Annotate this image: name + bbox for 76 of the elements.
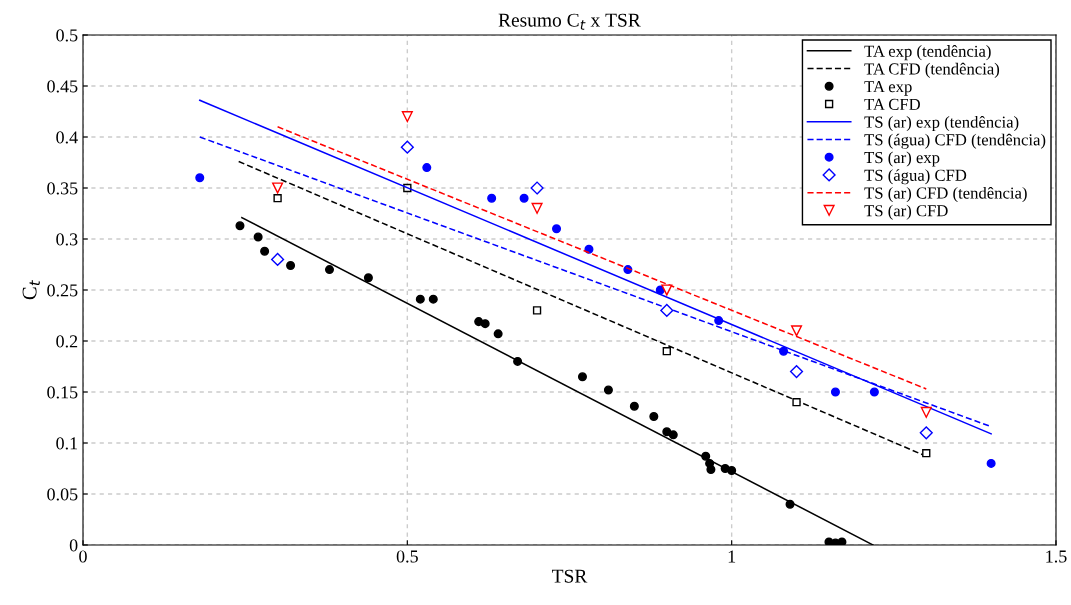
point bbox=[363, 273, 373, 283]
point bbox=[919, 426, 933, 440]
point bbox=[260, 246, 270, 256]
point bbox=[789, 365, 804, 379]
point bbox=[271, 252, 285, 266]
point bbox=[235, 221, 245, 231]
legend-label: TA exp bbox=[864, 81, 912, 96]
point bbox=[532, 306, 542, 315]
point bbox=[830, 387, 840, 397]
legend-label: TA exp (tendência) bbox=[864, 45, 991, 61]
point bbox=[661, 284, 673, 296]
y-tick-label: 0.35 bbox=[47, 182, 78, 195]
y-tick-label: 0.05 bbox=[47, 488, 78, 501]
point bbox=[922, 449, 931, 458]
legend-label: TS (água) CFD bbox=[864, 169, 967, 185]
legend-label: TS (água) CFD (tendência) bbox=[864, 133, 1046, 149]
y-tick-label: 0.5 bbox=[56, 29, 78, 42]
point bbox=[428, 294, 438, 304]
point bbox=[727, 466, 737, 476]
point bbox=[493, 329, 503, 339]
y-tick-label: 0.45 bbox=[47, 80, 78, 93]
y-tick-label: 0 bbox=[69, 539, 78, 552]
y-tick-label: 0.3 bbox=[56, 233, 78, 246]
legend-label: TA CFD (tendência) bbox=[864, 62, 1000, 78]
point bbox=[480, 319, 490, 329]
legend-label: TS (ar) exp bbox=[864, 151, 940, 167]
point bbox=[629, 401, 639, 411]
point bbox=[662, 427, 672, 437]
point bbox=[577, 372, 587, 382]
point bbox=[273, 194, 282, 203]
point bbox=[253, 232, 263, 242]
x-tick-label: 1 bbox=[728, 550, 736, 563]
point bbox=[790, 325, 803, 337]
legend-label: TS (ar) CFD bbox=[864, 204, 948, 220]
point bbox=[415, 294, 425, 304]
point bbox=[649, 411, 659, 421]
y-tick-label: 0.4 bbox=[56, 131, 78, 144]
point bbox=[701, 451, 711, 461]
point bbox=[706, 465, 716, 475]
point bbox=[272, 182, 284, 194]
legend-label: TA CFD bbox=[864, 98, 920, 110]
y-tick-label: 0.25 bbox=[47, 284, 78, 297]
legend-label: TS (ar) CFD (tendência) bbox=[864, 186, 1027, 203]
point bbox=[714, 316, 724, 326]
chart-title: Resumo C$_{t}$ x TSR bbox=[498, 13, 641, 30]
y-axis-title: C$_{t}$ bbox=[22, 279, 40, 300]
point bbox=[487, 193, 497, 203]
point bbox=[660, 303, 674, 317]
point bbox=[513, 356, 523, 366]
y-tick-label: 0.1 bbox=[56, 437, 78, 450]
point bbox=[785, 499, 795, 509]
point bbox=[552, 224, 562, 234]
point bbox=[324, 265, 335, 275]
point bbox=[869, 387, 879, 397]
point bbox=[422, 163, 432, 173]
point bbox=[668, 430, 678, 440]
point bbox=[286, 261, 296, 271]
point bbox=[792, 398, 801, 407]
point bbox=[530, 181, 544, 195]
y-tick-label: 0.15 bbox=[47, 386, 78, 399]
point bbox=[531, 202, 543, 214]
point bbox=[400, 140, 414, 154]
point bbox=[519, 193, 529, 203]
point bbox=[195, 173, 205, 183]
point bbox=[401, 111, 413, 123]
x-tick-label: 1.5 bbox=[1046, 550, 1067, 563]
point bbox=[779, 346, 789, 356]
point bbox=[603, 385, 613, 395]
point bbox=[662, 347, 671, 356]
x-tick-label: 0.5 bbox=[396, 550, 418, 563]
legend-label: TS (ar) exp (tendência) bbox=[864, 115, 1019, 132]
point bbox=[986, 458, 996, 468]
point bbox=[920, 406, 932, 418]
x-tick-label: 0 bbox=[79, 550, 87, 563]
y-tick-label: 0.2 bbox=[56, 335, 78, 348]
x-axis-title: TSR bbox=[552, 569, 588, 583]
